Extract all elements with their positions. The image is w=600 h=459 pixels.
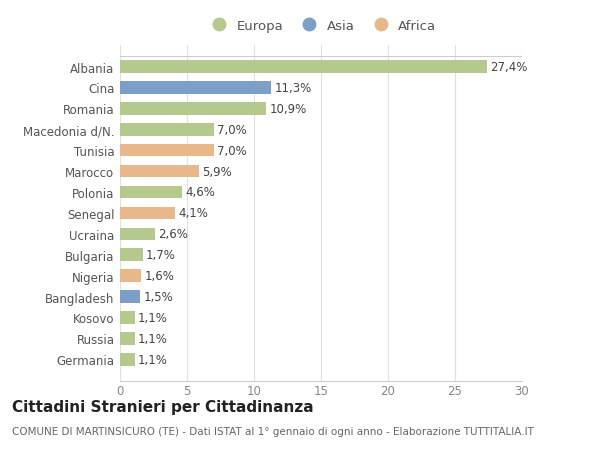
Bar: [120, 291, 140, 303]
Text: 4,1%: 4,1%: [178, 207, 208, 220]
Text: 2,6%: 2,6%: [158, 228, 188, 241]
Text: 1,1%: 1,1%: [138, 332, 168, 345]
Text: 11,3%: 11,3%: [275, 82, 312, 95]
Bar: [120, 145, 214, 157]
Text: COMUNE DI MARTINSICURO (TE) - Dati ISTAT al 1° gennaio di ogni anno - Elaborazio: COMUNE DI MARTINSICURO (TE) - Dati ISTAT…: [12, 426, 534, 436]
Bar: [120, 207, 175, 220]
Text: 1,7%: 1,7%: [146, 249, 176, 262]
Bar: [120, 353, 135, 366]
Text: 4,6%: 4,6%: [185, 186, 215, 199]
Text: 10,9%: 10,9%: [269, 103, 307, 116]
Bar: [120, 82, 271, 95]
Bar: [120, 332, 135, 345]
Text: 7,0%: 7,0%: [217, 123, 247, 136]
Bar: [120, 61, 487, 73]
Text: 5,9%: 5,9%: [202, 165, 232, 178]
Bar: [120, 165, 199, 178]
Text: 1,1%: 1,1%: [138, 311, 168, 324]
Bar: [120, 249, 143, 262]
Text: Cittadini Stranieri per Cittadinanza: Cittadini Stranieri per Cittadinanza: [12, 399, 314, 414]
Bar: [120, 270, 142, 282]
Bar: [120, 186, 182, 199]
Bar: [120, 103, 266, 115]
Legend: Europa, Asia, Africa: Europa, Asia, Africa: [206, 20, 436, 33]
Bar: [120, 124, 214, 136]
Text: 27,4%: 27,4%: [491, 61, 528, 74]
Text: 1,1%: 1,1%: [138, 353, 168, 366]
Text: 7,0%: 7,0%: [217, 145, 247, 157]
Text: 1,5%: 1,5%: [143, 291, 173, 303]
Text: 1,6%: 1,6%: [145, 269, 175, 282]
Bar: [120, 312, 135, 324]
Bar: [120, 228, 155, 241]
